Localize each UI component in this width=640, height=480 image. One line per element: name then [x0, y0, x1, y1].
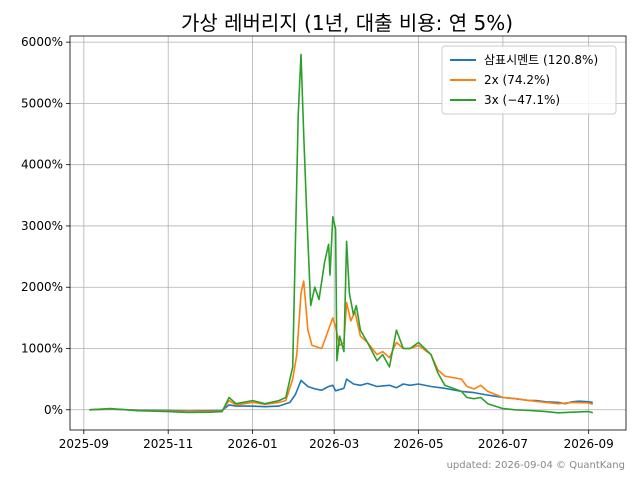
x-tick-label: 2026-05	[393, 437, 443, 451]
chart-title: 가상 레버리지 (1년, 대출 비용: 연 5%)	[181, 11, 513, 35]
legend-label-1: 삼표시멘트 (120.8%)	[484, 53, 598, 67]
legend: 삼표시멘트 (120.8%) 2x (74.2%) 3x (−47.1%)	[441, 45, 617, 115]
footer-credit: updated: 2026-09-04 © QuantKang	[447, 460, 625, 471]
legend-label-2: 2x (74.2%)	[484, 73, 550, 87]
x-tick-label: 2026-01	[227, 437, 277, 451]
plot-frame	[69, 35, 627, 431]
x-tick-label: 2026-07	[478, 437, 528, 451]
x-tick-label: 2026-03	[309, 437, 359, 451]
x-tick-label: 2026-09	[564, 437, 614, 451]
y-tick-label: 2000%	[21, 280, 63, 294]
y-tick-label: 0%	[44, 403, 63, 417]
y-tick-label: 3000%	[21, 219, 63, 233]
series-line-2	[89, 280, 594, 413]
legend-box	[441, 45, 617, 115]
x-tick-label: 2025-11	[143, 437, 193, 451]
legend-label-3: 3x (−47.1%)	[484, 93, 560, 107]
series-line-3	[89, 53, 594, 414]
axis-ticks: 2025-09 2025-11 2026-01 2026-03 2026-05 2026-…	[21, 35, 614, 451]
y-tick-label: 4000%	[21, 158, 63, 172]
y-tick-label: 5000%	[21, 96, 63, 110]
y-tick-label: 1000%	[21, 342, 63, 356]
x-tick-label: 2025-09	[59, 437, 109, 451]
y-tick-label: 6000%	[21, 35, 63, 49]
series-lines	[89, 53, 594, 414]
